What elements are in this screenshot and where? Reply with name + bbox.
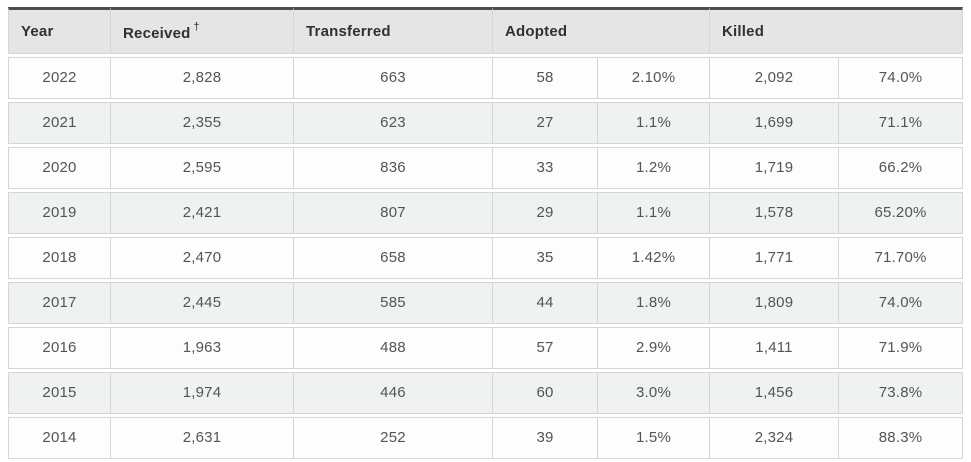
table-row: 2017 2,445 585 44 1.8% 1,809 74.0% [8,282,964,324]
cell-year: 2016 [8,327,110,369]
cell-received: 2,355 [110,102,293,144]
column-header-killed: Killed [709,7,964,54]
table-row: 2021 2,355 623 27 1.1% 1,699 71.1% [8,102,964,144]
cell-adopted-count: 35 [492,237,597,279]
cell-received: 2,631 [110,417,293,459]
cell-received: 1,963 [110,327,293,369]
table-row: 2022 2,828 663 58 2.10% 2,092 74.0% [8,57,964,99]
cell-transferred: 252 [293,417,492,459]
cell-year: 2014 [8,417,110,459]
cell-transferred: 836 [293,147,492,189]
table-row: 2018 2,470 658 35 1.42% 1,771 71.70% [8,237,964,279]
cell-killed-percent: 66.2% [838,147,964,189]
cell-killed-percent: 73.8% [838,372,964,414]
cell-adopted-count: 39 [492,417,597,459]
table-row: 2014 2,631 252 39 1.5% 2,324 88.3% [8,417,964,459]
cell-killed-count: 2,092 [709,57,839,99]
cell-killed-count: 2,324 [709,417,839,459]
cell-killed-count: 1,771 [709,237,839,279]
cell-year: 2015 [8,372,110,414]
cell-killed-count: 1,456 [709,372,839,414]
cell-adopted-count: 60 [492,372,597,414]
cell-transferred: 446 [293,372,492,414]
shelter-statistics-table-container: Year Received † Transferred Adopted Kille… [8,4,964,462]
cell-killed-count: 1,719 [709,147,839,189]
cell-adopted-count: 33 [492,147,597,189]
column-header-received: Received † [110,7,293,54]
cell-adopted-percent: 2.10% [597,57,710,99]
table-row: 2019 2,421 807 29 1.1% 1,578 65.20% [8,192,964,234]
cell-killed-percent: 65.20% [838,192,964,234]
column-header-transferred-label: Transferred [306,22,391,40]
column-header-transferred: Transferred [293,7,492,54]
cell-year: 2020 [8,147,110,189]
cell-adopted-percent: 1.2% [597,147,710,189]
cell-adopted-percent: 1.5% [597,417,710,459]
cell-received: 2,421 [110,192,293,234]
column-header-year-label: Year [21,22,54,40]
column-header-received-label: Received [123,25,191,42]
cell-killed-count: 1,809 [709,282,839,324]
cell-adopted-percent: 1.1% [597,102,710,144]
cell-adopted-count: 57 [492,327,597,369]
cell-killed-percent: 74.0% [838,57,964,99]
cell-received: 2,445 [110,282,293,324]
shelter-statistics-table: Year Received † Transferred Adopted Kille… [8,4,964,462]
dagger-footnote-icon: † [193,21,200,33]
cell-adopted-count: 27 [492,102,597,144]
cell-received: 2,595 [110,147,293,189]
table-body: 2022 2,828 663 58 2.10% 2,092 74.0% 2021… [8,57,964,459]
cell-year: 2019 [8,192,110,234]
cell-killed-percent: 71.70% [838,237,964,279]
column-header-killed-label: Killed [722,22,765,40]
cell-killed-percent: 88.3% [838,417,964,459]
header-row: Year Received † Transferred Adopted Kille… [8,7,964,54]
cell-transferred: 663 [293,57,492,99]
cell-year: 2021 [8,102,110,144]
table-row: 2015 1,974 446 60 3.0% 1,456 73.8% [8,372,964,414]
cell-killed-count: 1,699 [709,102,839,144]
cell-transferred: 658 [293,237,492,279]
cell-transferred: 488 [293,327,492,369]
cell-killed-percent: 74.0% [838,282,964,324]
cell-transferred: 623 [293,102,492,144]
cell-adopted-percent: 3.0% [597,372,710,414]
cell-transferred: 585 [293,282,492,324]
cell-adopted-count: 58 [492,57,597,99]
cell-adopted-count: 44 [492,282,597,324]
cell-adopted-percent: 1.42% [597,237,710,279]
cell-adopted-percent: 2.9% [597,327,710,369]
column-header-adopted-label: Adopted [505,22,568,40]
cell-adopted-percent: 1.1% [597,192,710,234]
cell-killed-count: 1,411 [709,327,839,369]
cell-received: 1,974 [110,372,293,414]
cell-killed-percent: 71.9% [838,327,964,369]
cell-year: 2022 [8,57,110,99]
table-row: 2020 2,595 836 33 1.2% 1,719 66.2% [8,147,964,189]
cell-adopted-percent: 1.8% [597,282,710,324]
cell-killed-count: 1,578 [709,192,839,234]
column-header-year: Year [8,7,110,54]
cell-transferred: 807 [293,192,492,234]
table-row: 2016 1,963 488 57 2.9% 1,411 71.9% [8,327,964,369]
cell-adopted-count: 29 [492,192,597,234]
cell-year: 2017 [8,282,110,324]
cell-received: 2,470 [110,237,293,279]
cell-year: 2018 [8,237,110,279]
column-header-adopted: Adopted [492,7,710,54]
cell-received: 2,828 [110,57,293,99]
cell-killed-percent: 71.1% [838,102,964,144]
